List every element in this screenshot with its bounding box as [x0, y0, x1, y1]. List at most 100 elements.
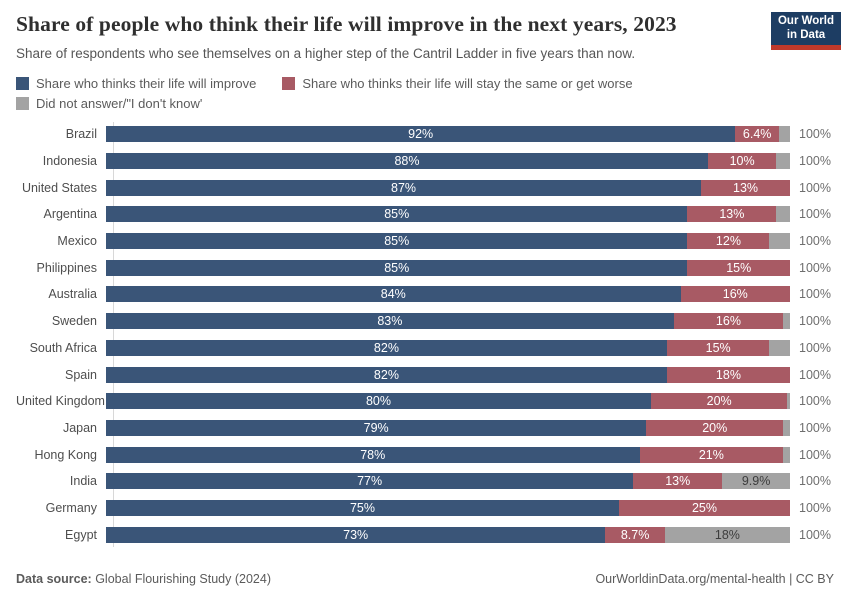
chart-row-spain: Spain 82% 18% 100%: [16, 361, 834, 388]
bar-value-label: 18%: [715, 367, 741, 382]
bar-segment-same-or-worse[interactable]: 18%: [666, 366, 790, 383]
bar-segment-no-answer[interactable]: [769, 233, 790, 250]
bar-value-label: 15%: [726, 260, 752, 275]
country-label: United Kingdom: [16, 394, 105, 409]
bar-segment-no-answer[interactable]: 18%: [664, 526, 790, 543]
bar-segment-no-answer[interactable]: [783, 313, 790, 330]
chart-row-brazil: Brazil 92% 6.4% 100%: [16, 121, 834, 148]
bar-segment-same-or-worse[interactable]: 8.7%: [605, 526, 665, 543]
total-label: 100%: [799, 180, 831, 195]
bar-segment-improve[interactable]: 79%: [106, 419, 647, 436]
bar-segment-improve[interactable]: 82%: [106, 366, 667, 383]
bar-segment-no-answer[interactable]: [783, 446, 790, 463]
owid-logo[interactable]: Our World in Data: [771, 12, 841, 50]
bar-segment-no-answer[interactable]: [787, 393, 790, 410]
bar-value-label: 21%: [698, 447, 724, 462]
bar-segment-same-or-worse[interactable]: 12%: [687, 233, 770, 250]
bar-value-label: 13%: [733, 180, 759, 195]
credit-link[interactable]: OurWorldinData.org/mental-health | CC BY: [595, 572, 834, 586]
chart-row-united-states: United States 87% 13% 100%: [16, 174, 834, 201]
bar-track: 88% 10%: [106, 153, 791, 170]
bar-segment-improve[interactable]: 85%: [106, 233, 688, 250]
bar-segment-same-or-worse[interactable]: 15%: [666, 339, 770, 356]
bar-segment-no-answer[interactable]: [776, 206, 791, 223]
bar-segment-improve[interactable]: 87%: [106, 179, 702, 196]
bar-segment-improve[interactable]: 82%: [106, 339, 667, 356]
bar-segment-no-answer[interactable]: [783, 419, 790, 436]
owid-logo-line2: in Data: [786, 28, 826, 41]
bar-segment-no-answer[interactable]: 9.9%: [722, 473, 790, 490]
bar-segment-improve[interactable]: 84%: [106, 286, 681, 303]
bar-segment-same-or-worse[interactable]: 20%: [651, 393, 788, 410]
bar-value-label: 10%: [729, 154, 755, 169]
chart-row-india: India 77% 13% 9.9% 100%: [16, 468, 834, 495]
total-label: 100%: [799, 367, 831, 382]
bar-track: 87% 13%: [106, 179, 790, 196]
bar-segment-same-or-worse[interactable]: 25%: [619, 499, 790, 516]
bar-value-label: 79%: [363, 420, 389, 435]
bar-segment-improve[interactable]: 92%: [106, 126, 736, 143]
total-label: 100%: [799, 234, 831, 249]
bar-segment-no-answer[interactable]: [779, 126, 790, 143]
bar-segment-same-or-worse[interactable]: 10%: [707, 153, 777, 170]
bar-segment-improve[interactable]: 73%: [106, 526, 606, 543]
chart-row-indonesia: Indonesia 88% 10% 100%: [16, 148, 834, 175]
bar-segment-same-or-worse[interactable]: 15%: [687, 259, 790, 276]
total-label: 100%: [799, 447, 831, 462]
bar-value-label: 82%: [373, 367, 399, 382]
legend-swatch-same-or-worse: [282, 77, 296, 90]
bar-track: 85% 13%: [106, 206, 791, 223]
bar-segment-same-or-worse[interactable]: 20%: [646, 419, 784, 436]
total-label: 100%: [799, 527, 831, 542]
bar-segment-same-or-worse[interactable]: 13%: [701, 179, 790, 196]
bar-track: 82% 18%: [106, 366, 790, 383]
legend-item-same-or-worse: Share who thinks their life will stay th…: [282, 76, 633, 91]
bar-value-label: 85%: [384, 207, 410, 222]
bar-track: 78% 21%: [106, 446, 790, 463]
country-label: Hong Kong: [34, 447, 97, 462]
bar-value-label: 13%: [719, 207, 745, 222]
bar-track: 80% 20%: [106, 393, 790, 410]
chart-row-united-kingdom: United Kingdom 80% 20% 100%: [16, 388, 834, 415]
country-label: Egypt: [65, 527, 97, 542]
bar-value-label: 80%: [365, 394, 392, 409]
bar-track: 84% 16%: [106, 286, 790, 303]
total-label: 100%: [799, 287, 831, 302]
bar-segment-same-or-worse[interactable]: 16%: [680, 286, 790, 303]
total-label: 100%: [799, 500, 831, 515]
y-axis-line: [113, 122, 114, 547]
bar-segment-same-or-worse[interactable]: 13%: [687, 206, 777, 223]
chart-subtitle: Share of respondents who see themselves …: [16, 46, 636, 61]
country-label: India: [69, 474, 97, 489]
bar-segment-improve[interactable]: 85%: [106, 206, 688, 223]
chart-title: Share of people who think their life wil…: [16, 12, 677, 36]
bar-value-label: 73%: [343, 527, 369, 542]
bar-segment-improve[interactable]: 80%: [106, 393, 652, 410]
total-label: 100%: [799, 474, 831, 489]
chart-header: Share of people who think their life wil…: [16, 12, 841, 61]
chart-row-south-africa: South Africa 82% 15% 100%: [16, 335, 834, 362]
bar-segment-same-or-worse[interactable]: 16%: [673, 313, 784, 330]
bar-segment-improve[interactable]: 83%: [106, 313, 674, 330]
bar-value-label: 18%: [714, 527, 740, 542]
bar-track: 85% 12%: [106, 233, 790, 250]
bar-segment-same-or-worse[interactable]: 13%: [633, 473, 723, 490]
bar-segment-no-answer[interactable]: [769, 339, 790, 356]
bar-value-label: 78%: [360, 447, 386, 462]
legend-swatch-improve: [16, 77, 29, 90]
bar-segment-no-answer[interactable]: [776, 153, 791, 170]
chart-row-mexico: Mexico 85% 12% 100%: [16, 228, 834, 255]
chart-row-hong-kong: Hong Kong 78% 21% 100%: [16, 441, 834, 468]
bar-segment-improve[interactable]: 75%: [106, 499, 619, 516]
bar-segment-improve[interactable]: 78%: [106, 446, 640, 463]
bar-track: 82% 15%: [106, 339, 790, 356]
country-label: Australia: [48, 287, 97, 302]
chart-row-japan: Japan 79% 20% 100%: [16, 415, 834, 442]
chart-row-philippines: Philippines 85% 15% 100%: [16, 254, 834, 281]
bar-segment-same-or-worse[interactable]: 6.4%: [735, 126, 780, 143]
bar-segment-improve[interactable]: 77%: [106, 473, 634, 490]
bar-segment-improve[interactable]: 85%: [106, 259, 688, 276]
bar-segment-same-or-worse[interactable]: 21%: [639, 446, 784, 463]
data-source-note: Data source: Global Flourishing Study (2…: [16, 572, 271, 586]
bar-segment-improve[interactable]: 88%: [106, 153, 708, 170]
